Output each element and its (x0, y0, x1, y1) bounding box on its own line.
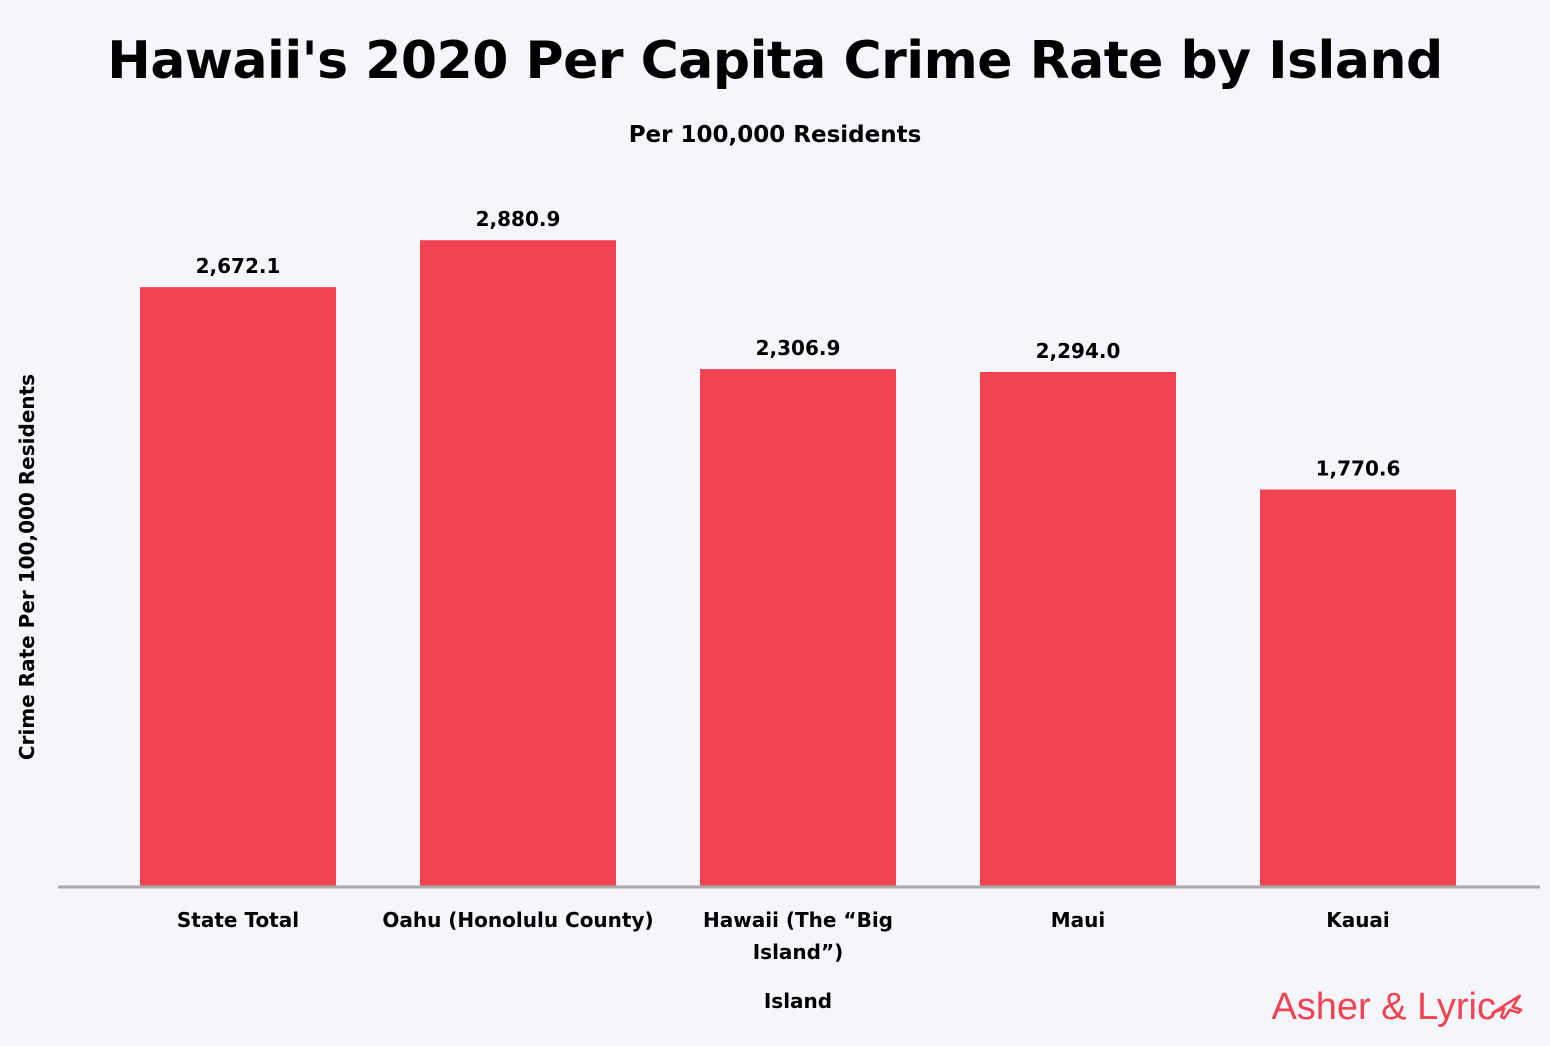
x-tick-label: Kauai (1326, 908, 1390, 932)
bar-value-label: 2,880.9 (476, 207, 561, 231)
brand-name: Asher & Lyric (1271, 986, 1496, 1028)
bar-1 (420, 240, 616, 888)
airplane-icon (1491, 994, 1523, 1020)
x-axis-title: Island (764, 989, 832, 1013)
bars-group (140, 240, 1456, 888)
bar-2 (700, 369, 896, 887)
x-tick-label: Hawaii (The “Big (703, 908, 893, 932)
bar-3 (980, 371, 1176, 887)
bar-value-label: 2,294.0 (1036, 339, 1121, 363)
bar-4 (1260, 489, 1456, 887)
brand-logo: Asher & Lyric (1271, 988, 1524, 1026)
chart-subtitle: Per 100,000 Residents (628, 122, 922, 148)
x-tick-label: Island”) (753, 940, 844, 964)
bar-value-label: 2,672.1 (196, 254, 281, 278)
bar-value-label: 1,770.6 (1316, 457, 1401, 481)
chart-title: Hawaii's 2020 Per Capita Crime Rate by I… (107, 31, 1443, 91)
bar-value-label: 2,306.9 (756, 336, 841, 360)
x-tick-labels-group: State Total Oahu (Honolulu County) Hawaii … (177, 908, 1390, 964)
bar-labels-group: 2,672.1 2,880.9 2,306.9 2,294.0 1,770.6 (196, 207, 1401, 480)
x-tick-label: Maui (1051, 908, 1106, 932)
x-tick-label: Oahu (Honolulu County) (382, 908, 653, 932)
bar-0 (140, 287, 336, 888)
y-axis-title: Crime Rate Per 100,000 Residents (15, 374, 39, 760)
x-tick-label: State Total (177, 908, 299, 932)
